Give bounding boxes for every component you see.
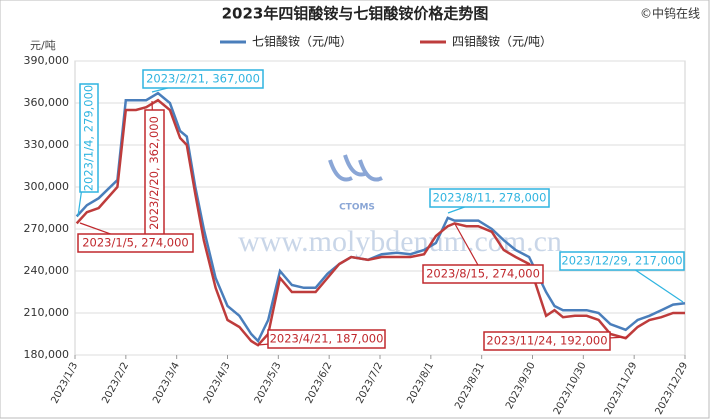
annotation-label: 2023/2/21, 367,000 <box>146 72 260 86</box>
annotation-box <box>77 233 194 253</box>
annotation-box <box>559 251 685 271</box>
legend-label: 四钼酸铵（元/吨） <box>452 34 552 49</box>
y-tick-label: 300,000 <box>24 180 70 193</box>
y-unit: 元/吨 <box>30 39 56 52</box>
chart-title: 2023年四钼酸铵与七钼酸铵价格走势图 <box>222 5 489 23</box>
y-tick-label: 330,000 <box>24 138 70 151</box>
logo-text: CTOMS <box>339 203 375 213</box>
annotation-box <box>142 69 264 89</box>
annotation-box <box>422 264 544 284</box>
y-tick-label: 390,000 <box>24 54 70 67</box>
y-tick-label: 210,000 <box>24 306 70 319</box>
annotation-box <box>267 329 386 349</box>
y-tick-label: 240,000 <box>24 264 70 277</box>
annotation-label: 2023/12/29, 217,000 <box>561 254 682 268</box>
annotation-box <box>483 331 611 351</box>
annotation-box <box>429 188 550 208</box>
series-line <box>75 98 685 347</box>
logo <box>328 154 383 182</box>
annotation-label: 2023/8/11, 278,000 <box>433 191 547 205</box>
y-tick-label: 360,000 <box>24 96 70 109</box>
annotation-label: 2023/11/24, 192,000 <box>486 334 607 348</box>
y-tick-label: 270,000 <box>24 222 70 235</box>
source: ©中钨在线 <box>640 6 700 21</box>
annotation-label: 2023/1/5, 274,000 <box>82 236 189 250</box>
annotation-label: 2023/4/21, 187,000 <box>270 332 384 346</box>
annotation-label: 2023/1/4, 279,000 <box>82 85 96 192</box>
annotation-box <box>79 83 99 193</box>
annotation-label: 2023/2/20, 362,000 <box>147 116 161 230</box>
annotation-label: 2023/8/15, 274,000 <box>426 267 540 281</box>
y-tick-label: 180,000 <box>24 348 70 361</box>
legend-label: 七钼酸铵（元/吨） <box>252 34 352 49</box>
